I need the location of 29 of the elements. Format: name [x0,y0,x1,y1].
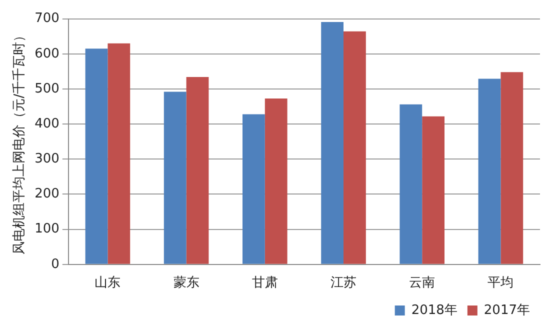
y-tick-label: 300 [34,152,60,167]
bar [400,104,422,264]
bar [186,77,209,264]
bar [264,98,288,264]
bar [164,92,186,264]
bar [242,114,265,264]
y-tick-label: 200 [34,186,60,202]
x-tick-label: 云南 [409,276,436,291]
bar [422,116,445,264]
bar [321,22,344,264]
y-tick-label: 0 [51,256,60,272]
bar [500,72,524,264]
y-tick-label: 500 [34,81,60,96]
x-tick-label: 甘肃 [252,276,278,291]
x-tick-label: 山东 [94,276,121,291]
legend-label: 2018年 [411,302,458,318]
bar [108,43,130,264]
x-tick-label: 平均 [488,276,514,291]
y-tick-label: 400 [34,116,60,132]
y-axis-title: 风电机组平均上网电价（元/千千瓦时） [12,28,28,254]
x-tick-label: 江苏 [330,276,357,291]
bar [85,48,108,264]
y-tick-label: 600 [34,46,60,62]
y-tick-label: 700 [34,11,60,26]
y-tick-label: 100 [34,222,60,237]
legend-label: 2017年 [484,302,530,318]
bar [344,31,366,264]
x-tick-label: 蒙东 [173,276,200,291]
bar [478,78,501,264]
